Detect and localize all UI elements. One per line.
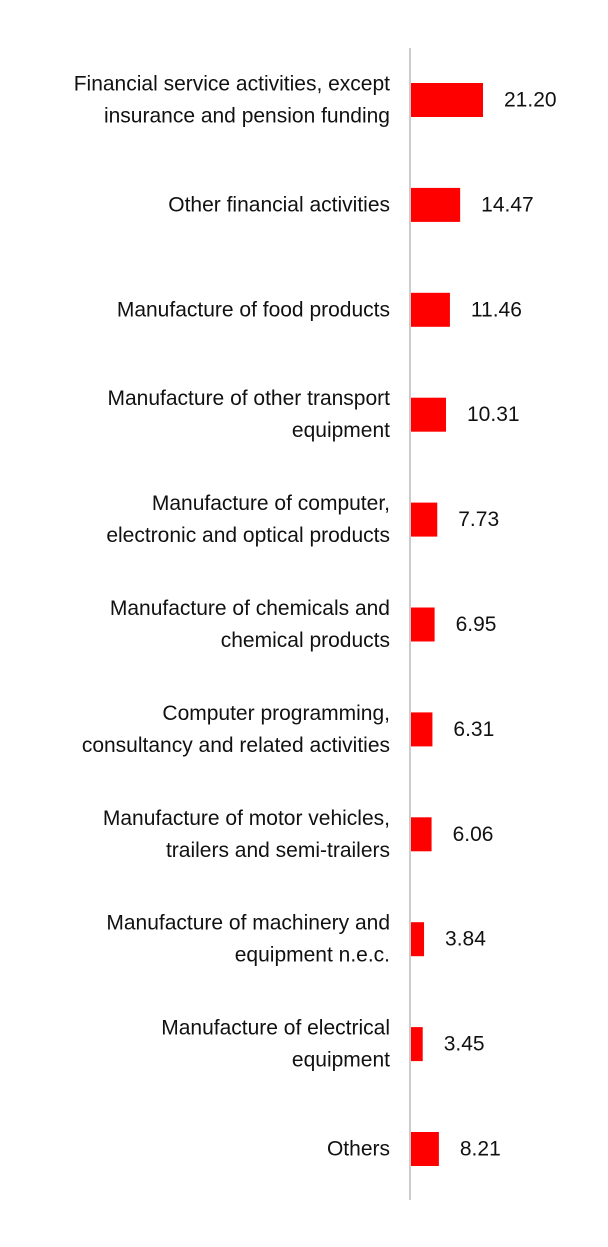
bar [411,1027,423,1062]
bar [411,922,425,957]
category-label: Manufacture of machinery and [106,912,390,935]
value-label: 14.47 [481,193,534,216]
category-label: Manufacture of electrical [161,1017,390,1040]
category-label: Manufacture of other transport [108,387,391,410]
value-label: 6.95 [456,613,497,636]
bar [411,607,435,642]
bar [411,712,433,747]
category-label: Manufacture of motor vehicles, [103,807,390,830]
value-label: 6.06 [453,823,494,846]
category-label: equipment [292,419,390,442]
bar [411,397,447,432]
bar [411,502,438,537]
category-label: equipment n.e.c. [235,944,390,967]
category-label: Other financial activities [168,193,390,216]
value-label: 10.31 [467,403,520,426]
bar [411,187,461,222]
value-label: 3.84 [445,928,486,951]
bar [411,83,483,117]
bar [411,292,450,327]
category-label: electronic and optical products [106,524,390,547]
category-label: equipment [292,1049,390,1072]
category-label: consultancy and related activities [82,734,390,757]
category-labels-group: Financial service activities, except insu… [74,73,390,1161]
category-label: insurance and pension funding [104,105,390,128]
category-label: Manufacture of food products [117,298,390,321]
category-label: Computer programming, [162,702,390,725]
category-label: Financial service activities, except [74,73,390,96]
value-label: 7.73 [458,508,499,531]
category-label: trailers and semi-trailers [166,839,390,862]
value-label: 21.20 [504,89,557,112]
value-label: 11.46 [471,298,522,321]
bar [411,817,432,852]
bar [411,1132,439,1166]
category-label: Others [327,1138,390,1161]
category-label: Manufacture of chemicals and [110,597,390,620]
value-label: 8.21 [460,1138,501,1161]
value-label: 3.45 [444,1033,485,1056]
bars-group [411,83,483,1166]
value-labels-group: 21.20 14.47 11.46 10.31 7.73 6.95 6.31 6.06 3.84… [444,89,557,1161]
value-label: 6.31 [453,718,494,741]
category-label: chemical products [221,629,390,652]
category-label: Manufacture of computer, [152,492,390,515]
